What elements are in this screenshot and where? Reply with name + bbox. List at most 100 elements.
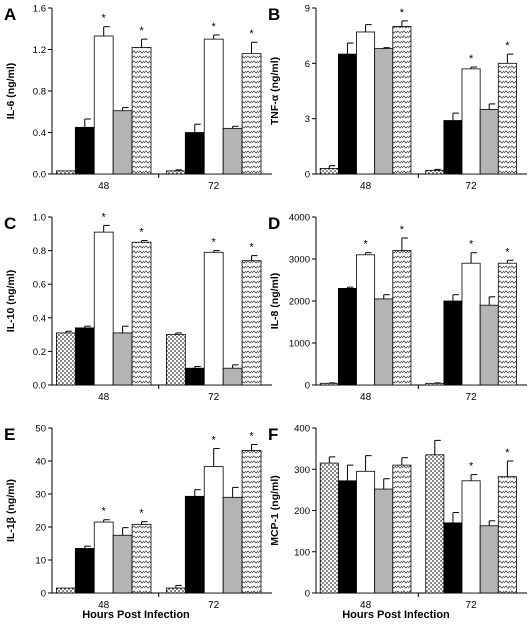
x-tick-label: 48 [98,600,110,611]
significance-star: * [249,242,254,254]
y-tick-label: 0.4 [33,128,46,139]
significance-star: * [249,431,254,443]
bar-gray [479,304,499,386]
significance-star: * [363,239,368,251]
bar-black [74,327,95,386]
y-tick-label: 6 [305,59,310,70]
bar-hatched [131,47,152,175]
y-tick-label: 0 [41,589,46,600]
y-tick-label: 1.6 [33,4,46,15]
significance-star: * [505,447,510,459]
bar-hatched [497,476,517,594]
bar-white [461,262,481,386]
y-tick-label: 0 [305,589,310,600]
bar-dotted [319,168,339,175]
y-axis-label: IL-1β (ng/ml) [5,479,17,542]
panel-letter: B [268,5,280,24]
bar-hatched [241,450,262,594]
bar-black [74,126,95,175]
significance-star: * [249,28,254,40]
y-tick-label: 3000 [289,255,310,266]
bar-white [203,466,224,594]
panel-letter: C [4,214,16,233]
x-tick-label: 48 [360,392,372,403]
x-tick-label: 72 [208,392,220,403]
significance-star: * [212,237,217,249]
x-tick-label: 48 [360,181,372,192]
bar-white [203,38,224,175]
bar-dotted [56,332,76,386]
y-tick-label: 1.0 [33,213,46,224]
significance-star: * [102,13,107,25]
significance-star: * [212,21,217,33]
bar-white [356,31,376,175]
bar-gray [479,109,499,175]
bar-dotted [319,462,339,594]
bar-dotted [319,382,339,386]
bar-hatched [241,53,262,175]
bar-black [443,300,463,386]
significance-star: * [139,25,144,37]
y-tick-label: 0.8 [33,246,46,257]
y-tick-label: 0.6 [33,280,46,291]
bar-dotted [165,587,186,594]
bar-dotted [425,169,445,175]
bar-white [93,35,114,175]
bar-hatched [497,262,517,386]
bar-gray [112,332,133,386]
y-tick-label: 0 [305,381,310,392]
bar-white [93,521,114,594]
bar-black [184,367,205,386]
significance-star: * [469,461,474,473]
y-tick-label: 0.4 [33,313,46,324]
panel-letter: A [4,5,16,24]
bar-white [356,254,376,386]
bar-gray [222,127,243,175]
x-tick-label: 72 [466,181,478,192]
x-tick-label: 72 [208,181,220,192]
y-axis-label: TNF-α (ng/ml) [269,57,281,125]
panel-letter: D [268,214,280,233]
significance-star: * [102,506,107,518]
y-axis-label: IL-6 (ng/ml) [5,63,17,120]
y-axis-label: IL-8 (ng/ml) [269,273,281,330]
significance-star: * [400,7,405,19]
x-tick-label: 72 [466,600,478,611]
bar-gray [479,525,499,594]
y-tick-label: 30 [35,490,46,501]
y-tick-label: 3 [305,114,310,125]
bar-white [203,251,224,386]
bar-black [337,480,357,594]
panel-f: F MCP-1 (ng/ml) 0 100 200 300 400 48 * * 72 [268,424,527,611]
bar-gray [374,48,394,175]
significance-star: * [212,434,217,446]
bar-gray [112,110,133,175]
x-tick-label: 48 [360,600,372,611]
x-tick-label: 48 [98,181,110,192]
significance-star: * [505,40,510,52]
y-tick-label: 4000 [289,213,310,224]
y-tick-label: 400 [294,424,310,435]
x-tick-label: 48 [98,392,110,403]
x-tick-label: 72 [466,392,478,403]
y-axis-label: MCP-1 (ng/ml) [269,475,281,546]
y-tick-label: 0.8 [33,87,46,98]
significance-star: * [102,211,107,223]
bar-black [337,53,357,175]
y-tick-label: 200 [294,506,310,517]
bar-dotted [425,454,445,594]
bar-white [461,480,481,594]
bar-dotted [56,170,76,175]
bar-black [443,522,463,594]
significance-star: * [139,227,144,239]
y-tick-label: 1.2 [33,45,46,56]
y-tick-label: 0 [305,170,310,181]
y-tick-label: 20 [35,523,46,534]
y-tick-label: 9 [305,4,310,15]
panel-e: E IL-1β (ng/ml) 0 10 20 30 40 50 * * 48 * * 72 [4,424,272,611]
panel-d: D IL-8 (ng/ml) 0 1000 2000 3000 4000 * * 48 * * 72 [268,213,527,403]
panel-c: C IL-10 (ng/ml) 0.0 0.2 0.4 0.6 0.8 1.0 * * 48 * * 72 [4,211,272,403]
y-tick-label: 300 [294,465,310,476]
bar-gray [374,298,394,386]
y-tick-label: 1000 [289,339,310,350]
